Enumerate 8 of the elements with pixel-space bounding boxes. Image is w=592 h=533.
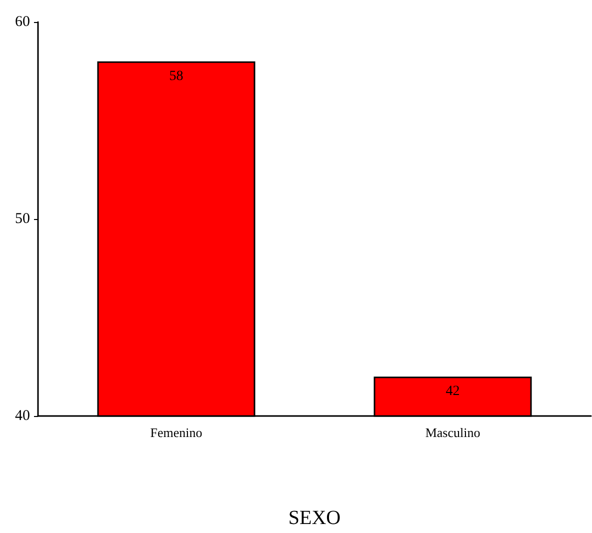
y-tick-label: 40 — [15, 408, 30, 424]
x-tick-label: Masculino — [425, 425, 480, 440]
x-tick-label: Femenino — [150, 425, 202, 440]
y-tick-label: 60 — [15, 14, 30, 30]
data-label: 58 — [169, 68, 184, 84]
x-axis-title: SEXO — [288, 507, 341, 529]
data-label: 42 — [446, 384, 460, 400]
y-tick-label: 50 — [15, 211, 30, 227]
